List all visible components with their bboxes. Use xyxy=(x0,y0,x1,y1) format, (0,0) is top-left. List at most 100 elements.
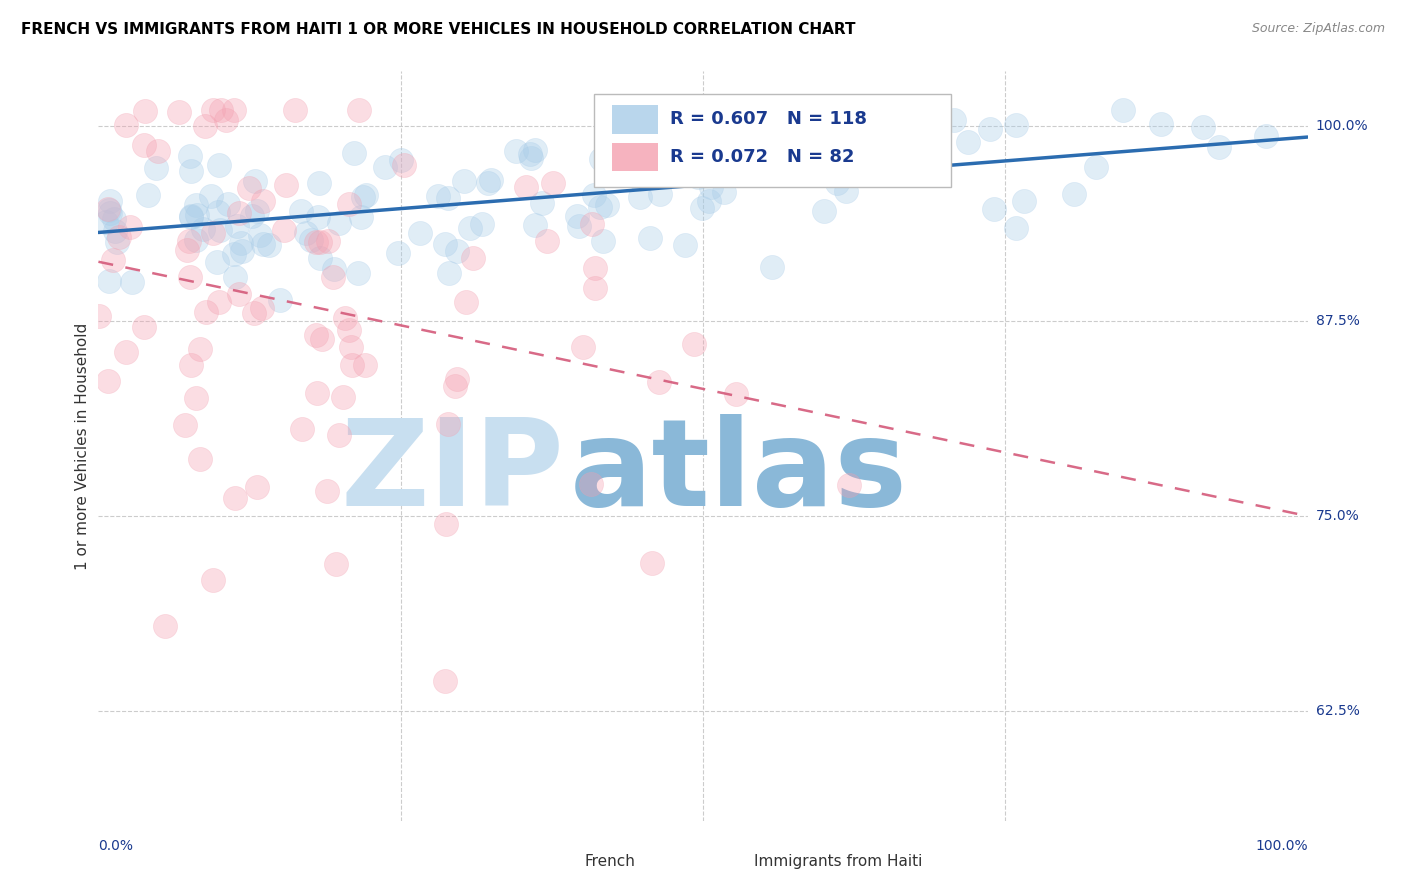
Point xyxy=(536,234,558,248)
Point xyxy=(308,235,330,249)
Point xyxy=(595,161,617,176)
Text: Immigrants from Haiti: Immigrants from Haiti xyxy=(754,855,922,870)
Point xyxy=(337,323,360,337)
Point xyxy=(591,152,613,166)
Point xyxy=(295,227,318,241)
Point xyxy=(1192,120,1215,134)
Point xyxy=(132,138,155,153)
Point xyxy=(290,203,312,218)
Point xyxy=(461,251,484,265)
Point xyxy=(460,220,482,235)
Point xyxy=(354,188,377,202)
Point xyxy=(1063,186,1085,201)
Point xyxy=(226,219,249,233)
Point xyxy=(353,358,375,372)
Point xyxy=(229,235,252,250)
Point xyxy=(627,152,650,166)
Point xyxy=(648,186,671,201)
Point xyxy=(813,203,835,218)
Point xyxy=(877,168,900,182)
Point xyxy=(634,170,657,185)
Point xyxy=(104,224,127,238)
Point xyxy=(98,194,121,209)
Text: 87.5%: 87.5% xyxy=(1316,314,1360,328)
Point xyxy=(186,208,208,222)
Point xyxy=(983,202,1005,216)
Point xyxy=(240,209,263,223)
Point xyxy=(392,158,415,172)
Point xyxy=(332,390,354,404)
Point xyxy=(201,226,224,240)
Point xyxy=(957,135,980,149)
Point xyxy=(1254,128,1277,143)
Point xyxy=(409,226,432,240)
Point xyxy=(1112,103,1135,118)
Point xyxy=(208,158,231,172)
Point xyxy=(453,174,475,188)
Point xyxy=(200,188,222,202)
Point xyxy=(246,480,269,494)
Point xyxy=(523,143,546,157)
Point xyxy=(730,154,752,169)
FancyBboxPatch shape xyxy=(595,94,950,187)
Point xyxy=(589,200,612,214)
Point xyxy=(180,164,202,178)
Point xyxy=(98,274,121,288)
Point xyxy=(89,310,111,324)
Point xyxy=(437,417,460,432)
Point xyxy=(583,261,606,276)
Point xyxy=(207,205,229,219)
Point xyxy=(647,137,669,152)
Point xyxy=(347,266,370,280)
Text: 100.0%: 100.0% xyxy=(1256,839,1308,854)
Point xyxy=(699,180,721,194)
Point xyxy=(145,161,167,176)
Text: 75.0%: 75.0% xyxy=(1316,509,1360,524)
Point xyxy=(215,113,238,128)
Point xyxy=(582,188,605,202)
Point xyxy=(249,228,271,243)
Point xyxy=(579,477,602,491)
Point xyxy=(238,181,260,195)
Point xyxy=(596,198,619,212)
Point xyxy=(724,386,747,401)
Point xyxy=(325,558,347,572)
Point xyxy=(180,358,202,372)
Point xyxy=(389,153,412,167)
Point xyxy=(176,243,198,257)
Point xyxy=(97,375,120,389)
Point xyxy=(568,219,591,233)
Point xyxy=(108,229,131,244)
FancyBboxPatch shape xyxy=(551,851,578,873)
Point xyxy=(224,269,246,284)
Point xyxy=(120,220,142,235)
Point xyxy=(291,422,314,436)
Point xyxy=(153,619,176,633)
Point xyxy=(838,478,860,492)
Point xyxy=(208,294,231,309)
Point xyxy=(942,112,965,127)
Point xyxy=(374,160,396,174)
Point xyxy=(184,391,207,405)
Point xyxy=(333,310,356,325)
Point xyxy=(188,451,211,466)
Point xyxy=(515,179,537,194)
Point xyxy=(347,103,370,118)
Point xyxy=(454,294,477,309)
Point xyxy=(825,176,848,190)
FancyBboxPatch shape xyxy=(721,851,748,873)
Text: 0.0%: 0.0% xyxy=(98,839,134,854)
Point xyxy=(316,483,339,498)
Point xyxy=(179,270,201,285)
Point xyxy=(638,231,661,245)
Point xyxy=(477,176,499,190)
Point xyxy=(519,146,541,161)
Point xyxy=(105,235,128,249)
Point xyxy=(891,112,914,126)
Point xyxy=(205,255,228,269)
Point xyxy=(309,252,332,266)
Point xyxy=(713,185,735,199)
Point xyxy=(194,304,217,318)
Point xyxy=(387,246,409,260)
Point xyxy=(209,103,232,118)
